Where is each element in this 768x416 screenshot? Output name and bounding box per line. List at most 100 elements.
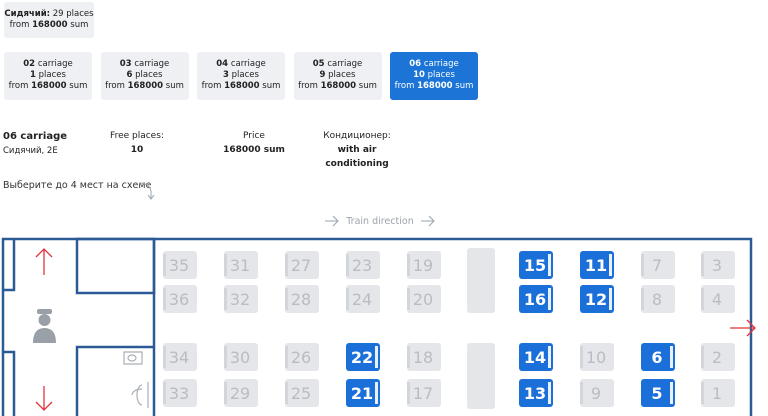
seat[interactable]: 14 [519, 343, 553, 371]
seat-body [407, 379, 441, 407]
seat: 23 [346, 251, 380, 279]
carriage-unit: carriage [423, 59, 459, 69]
seat-body [224, 285, 258, 313]
seat-number: 1 [712, 384, 722, 403]
seat-body [701, 285, 735, 313]
seat-number: 5 [651, 384, 662, 403]
ac-info: Кондиционер: with air conditioning [317, 129, 397, 171]
carriage-unit: carriage [37, 59, 73, 69]
seat-number: 29 [230, 384, 250, 403]
carriage-number: 06 [409, 59, 422, 69]
direction-arrow [325, 215, 339, 227]
seat-back [407, 346, 410, 368]
direction-arrow [421, 215, 435, 227]
currency: sum [455, 81, 474, 91]
places-unit: places [427, 70, 455, 80]
seat-body [224, 343, 258, 371]
seat-number: 7 [652, 256, 662, 275]
currency: sum [358, 81, 377, 91]
seat-number: 4 [712, 290, 722, 309]
seat-number: 27 [291, 256, 311, 275]
seat-back [285, 346, 288, 368]
class-summary[interactable]: Сидячий: 29 places from 168000 sum [4, 2, 94, 38]
carriage-price: 168000 [224, 81, 260, 91]
currency: sum [165, 81, 184, 91]
seat-number: 3 [712, 256, 722, 275]
seat-back [163, 254, 166, 276]
seat-number: 33 [169, 384, 189, 403]
class-name: Сидячий: [4, 9, 51, 19]
carriage-unit: carriage [230, 59, 266, 69]
seat: 18 [407, 343, 441, 371]
seat: 1 [701, 379, 735, 407]
places-unit: places [38, 70, 66, 80]
seat-body [346, 343, 380, 371]
seat-back [609, 254, 612, 276]
seat-back [224, 288, 227, 310]
seat-back [285, 254, 288, 276]
seat[interactable]: 22 [346, 343, 380, 371]
carriage-card[interactable]: 02 carriage 1 places from 168000 sum [4, 52, 92, 100]
seat-body [407, 251, 441, 279]
seat-body [224, 379, 258, 407]
seat: 8 [641, 285, 675, 313]
seat: 17 [407, 379, 441, 407]
seat-back [163, 288, 166, 310]
currency: sum [70, 20, 89, 30]
price-value: 168000 sum [223, 145, 285, 155]
seat-number: 12 [585, 290, 607, 309]
seat: 26 [285, 343, 319, 371]
seat-number: 26 [291, 348, 311, 367]
seat-back [163, 346, 166, 368]
seat[interactable]: 16 [519, 285, 553, 313]
seat-number: 21 [351, 384, 373, 403]
seat-number: 35 [169, 256, 189, 275]
class-price: 168000 [32, 20, 68, 30]
seat-body [285, 285, 319, 313]
carriage-card[interactable]: 05 carriage 9 places from 168000 sum [293, 52, 382, 100]
seat[interactable]: 6 [641, 343, 675, 371]
carriage-card[interactable]: 06 carriage 10 places from 168000 sum [390, 52, 478, 100]
carriage-places: 9 [319, 70, 326, 80]
from-label: from [105, 81, 125, 91]
seat-back [375, 346, 378, 368]
seat: 24 [346, 285, 380, 313]
seat-body [519, 343, 553, 371]
exit-arrows [35, 248, 756, 411]
seat[interactable]: 15 [519, 251, 553, 279]
carriage-number: 02 [23, 59, 36, 69]
seat[interactable]: 11 [580, 251, 614, 279]
seat-body [285, 379, 319, 407]
direction-label: Train direction [345, 216, 413, 227]
seat: 9 [580, 379, 614, 407]
seat-number: 23 [352, 256, 372, 275]
seat-number: 18 [413, 348, 433, 367]
carriage-card[interactable]: 04 carriage 3 places from 168000 sum [197, 52, 285, 100]
carriage-places: 3 [223, 70, 229, 80]
seat: 33 [163, 379, 197, 407]
seat-number: 13 [524, 384, 546, 403]
seat[interactable]: 13 [519, 379, 553, 407]
seat[interactable]: 5 [641, 379, 675, 407]
seat-back [580, 346, 583, 368]
seat[interactable]: 12 [580, 285, 614, 313]
seat-body [163, 285, 197, 313]
seat-number: 8 [652, 290, 662, 309]
carriage-price: 168000 [31, 81, 67, 91]
free-info: Free places: 10 [97, 129, 177, 157]
seat: 28 [285, 285, 319, 313]
seat-body [285, 251, 319, 279]
seat-number: 2 [712, 348, 722, 367]
seat-number: 30 [230, 348, 250, 367]
carriage-title: 06 carriage [3, 131, 68, 142]
seat[interactable]: 21 [346, 379, 380, 407]
carriage-card[interactable]: 03 carriage 6 places from 168000 sum [100, 52, 189, 100]
seat-back [548, 254, 551, 276]
from-label: from [394, 81, 415, 91]
seat-number: 32 [230, 290, 250, 309]
seat-back [641, 254, 644, 276]
seat-back [548, 346, 551, 368]
seat-body [641, 379, 675, 407]
